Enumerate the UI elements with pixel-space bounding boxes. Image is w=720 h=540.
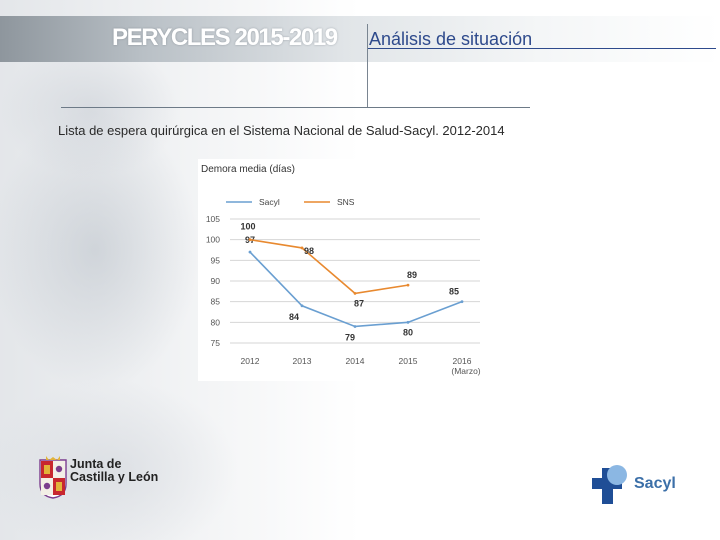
data-label-sns: 89: [407, 270, 417, 280]
line-chart: 105 100 95 90 85 80 75 2012 2013 2014 2015 2016(Mar…: [206, 197, 481, 376]
data-point-sacyl: [248, 250, 252, 254]
data-point-sns: [248, 238, 252, 242]
data-point-sns: [353, 292, 357, 295]
jcyl-line-2: Castilla y León: [70, 470, 159, 484]
legend-label-sacyl: Sacyl: [259, 197, 280, 207]
chart-panel: 105 100 95 90 85 80 75 2012 2013 2014 2015 2016 (Mar…: [198, 159, 488, 381]
x-tick-label: 2016: [453, 356, 472, 366]
y-tick-label: 85: [211, 297, 221, 307]
sacyl-cross-icon: [592, 465, 627, 504]
x-tick-label: 2012: [241, 356, 260, 366]
x-tick-label: 2015: [399, 356, 418, 366]
y-tick-label: 100: [206, 235, 220, 245]
data-label-sns: 98: [304, 246, 314, 256]
data-point-sacyl: [406, 320, 410, 324]
series-line-sacyl: [249, 251, 463, 328]
section-underline: [368, 48, 716, 49]
slide-subtitle: Lista de espera quirúrgica en el Sistema…: [58, 123, 505, 138]
data-point-sns: [300, 246, 304, 250]
data-label-sacyl: 85: [449, 287, 459, 297]
data-label-sacyl: 84: [289, 312, 299, 322]
header-divider: [367, 24, 368, 107]
data-label-sns: 87: [354, 298, 364, 308]
sacyl-logo: Sacyl: [590, 464, 680, 506]
data-label-sacyl: 80: [403, 327, 413, 337]
y-tick-label: 75: [211, 338, 221, 348]
legend-label-sns: SNS: [337, 197, 355, 207]
x-tick-sublabel: (Marzo): [451, 366, 480, 376]
x-tick-label: 2014: [346, 356, 365, 366]
y-tick-label: 95: [211, 255, 221, 265]
series-line-sns: [249, 238, 409, 295]
chart-title: Demora media (días): [201, 164, 295, 175]
coat-of-arms-icon: [39, 456, 67, 499]
x-tick-label: 2013: [293, 356, 312, 366]
data-point-sacyl: [460, 300, 464, 304]
y-tick-label: 90: [211, 276, 221, 286]
jcyl-line-1: Junta de: [70, 457, 122, 471]
sacyl-wordmark: Sacyl: [634, 475, 676, 492]
content-rule: [61, 107, 530, 108]
section-title: Análisis de situación: [369, 29, 533, 49]
data-point-sns: [406, 283, 410, 287]
brand-title: PERYCLES 2015-2019: [112, 24, 338, 51]
data-label-sns: 100: [240, 222, 255, 232]
data-point-sacyl: [353, 325, 357, 328]
y-tick-label: 80: [211, 317, 221, 327]
junta-castilla-leon-logo: Junta de Castilla y León: [38, 456, 158, 512]
data-point-sacyl: [300, 304, 304, 308]
data-label-sacyl: 79: [345, 332, 355, 342]
y-tick-label: 105: [206, 214, 220, 224]
header-band: [0, 16, 720, 62]
